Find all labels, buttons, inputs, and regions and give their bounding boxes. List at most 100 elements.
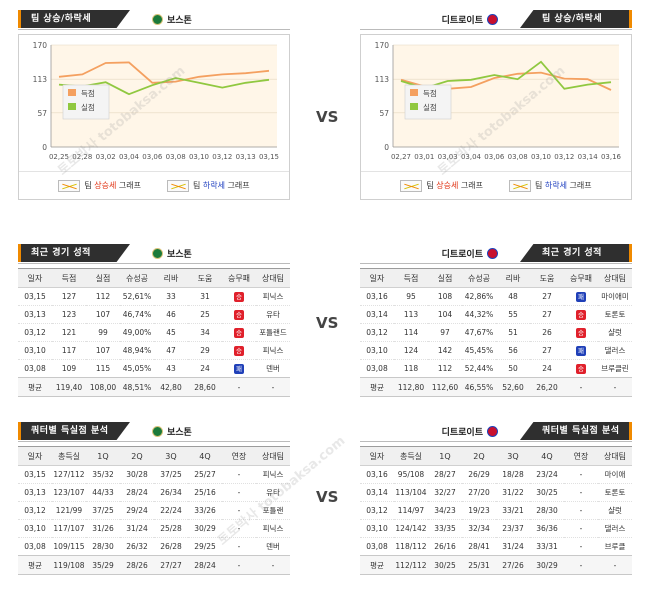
- opponent-cell[interactable]: 피닉스: [256, 465, 290, 484]
- opponent-cell[interactable]: 샬럿: [598, 323, 632, 342]
- opponent-cell[interactable]: 유타: [256, 483, 290, 502]
- table-cell: 03,08: [18, 359, 52, 378]
- average-cell: 42,80: [154, 377, 188, 397]
- right-recent-section: 최근 경기 성적 디트로이트 일자 득점 실점 슈성공 리바 도움 승무패 상대팀 03,16 9…: [360, 242, 632, 397]
- table-cell: 승: [222, 287, 256, 306]
- right-trend-header: 팀 상승/하락세 디트로이트: [360, 8, 632, 30]
- legend-swatch: [68, 103, 76, 110]
- trend-graph-icon: [400, 179, 423, 192]
- table-cell: 121/99: [52, 501, 86, 520]
- table-cell: 118: [394, 359, 428, 378]
- table-cell: 95/108: [394, 465, 428, 484]
- opponent-cell[interactable]: 덴버: [256, 359, 290, 378]
- table-cell: 29/25: [188, 537, 222, 556]
- legend-label: 득점: [81, 88, 95, 98]
- column-header: 승무패: [222, 268, 256, 288]
- series-line-allowed: [58, 77, 270, 96]
- table-cell: 124: [394, 341, 428, 360]
- average-cell: 평균: [18, 555, 52, 575]
- legend-label: 실점: [81, 102, 95, 112]
- left-legend-down[interactable]: 팀 하락세 그래프: [167, 179, 250, 192]
- table-cell: 31/26: [86, 519, 120, 538]
- right-team-label: 디트로이트: [442, 247, 498, 260]
- x-tick-label: 03,06: [484, 153, 505, 161]
- table-cell: 26: [530, 323, 564, 342]
- result-badge: 패: [576, 291, 586, 302]
- table-cell: 99: [86, 323, 120, 342]
- table-cell: 35/32: [86, 465, 120, 484]
- x-tick-label: 03,13: [236, 153, 256, 161]
- table-cell: 30/28: [120, 465, 154, 484]
- opponent-cell[interactable]: 브루클린: [598, 359, 632, 378]
- legend-swatch: [410, 89, 418, 96]
- x-tick-label: 03,02: [96, 153, 116, 161]
- result-badge: 승: [576, 327, 586, 338]
- right-trend-tab: 팀 상승/하락세: [520, 10, 632, 28]
- table-cell: 03,10: [18, 341, 52, 360]
- result-badge: 승: [234, 345, 244, 356]
- x-tick-label: 03,01: [414, 153, 434, 161]
- column-header: 2Q: [120, 446, 154, 466]
- table-row: 03,14 113 104 44,32% 55 27 승 토론토: [360, 305, 632, 324]
- left-legend-up[interactable]: 팀 상승세 그래프: [58, 179, 141, 192]
- table-header-row: 일자 득점 실점 슈성공 리바 도움 승무패 상대팀: [18, 268, 290, 288]
- table-row: 03,16 95 108 42,86% 48 27 패 마이애미: [360, 287, 632, 306]
- opponent-cell[interactable]: 피닉스: [256, 341, 290, 360]
- table-cell: 52,44%: [462, 359, 496, 378]
- table-row: 03,10 124 142 45,45% 56 27 패 댈러스: [360, 341, 632, 360]
- table-cell: -: [222, 537, 256, 556]
- average-row: 평균 119/108 35/29 28/26 27/27 28/24- -: [18, 555, 290, 575]
- opponent-cell[interactable]: 포틀랜: [256, 501, 290, 520]
- y-tick-label: 57: [37, 109, 47, 118]
- opponent-cell[interactable]: 토론토: [598, 483, 632, 502]
- column-header: 4Q: [530, 446, 564, 466]
- x-tick-label: 03,10: [531, 153, 551, 161]
- table-cell: -: [222, 465, 256, 484]
- x-tick-label: 03,06: [142, 153, 163, 161]
- table-cell: 34: [188, 323, 222, 342]
- opponent-cell[interactable]: 브루클: [598, 537, 632, 556]
- table-cell: 117: [52, 341, 86, 360]
- table-cell: -: [564, 537, 598, 556]
- opponent-cell[interactable]: 덴버: [256, 537, 290, 556]
- column-header: 도움: [530, 268, 564, 288]
- table-cell: 109: [52, 359, 86, 378]
- opponent-cell[interactable]: 피닉스: [256, 287, 290, 306]
- column-header: 1Q: [428, 446, 462, 466]
- opponent-cell[interactable]: 피닉스: [256, 519, 290, 538]
- average-row: 평균 119,40 108,00 48,51% 42,80 28,60- -: [18, 377, 290, 397]
- table-cell: 26/16: [428, 537, 462, 556]
- average-cell: -: [256, 555, 290, 575]
- table-header-row: 일자 득점 실점 슈성공 리바 도움 승무패 상대팀: [360, 268, 632, 288]
- table-cell: 31/22: [496, 483, 530, 502]
- table-row: 03,10 124/142 33/35 32/34 23/37 36/36- 댈러스: [360, 519, 632, 538]
- table-cell: -: [564, 519, 598, 538]
- table-cell: 50: [496, 359, 530, 378]
- right-team-name: 디트로이트: [441, 16, 483, 26]
- opponent-cell[interactable]: 마이애: [598, 465, 632, 484]
- table-cell: 121: [52, 323, 86, 342]
- right-team-label: 디트로이트: [442, 425, 498, 438]
- column-header: 상대팀: [598, 268, 632, 288]
- opponent-cell[interactable]: 포틀랜드: [256, 323, 290, 342]
- table-cell: 23/37: [496, 519, 530, 538]
- table-cell: 28/41: [462, 537, 496, 556]
- legend-down-keyword: 하락세: [202, 181, 225, 190]
- opponent-cell[interactable]: 댈러스: [598, 519, 632, 538]
- opponent-cell[interactable]: 댈러스: [598, 341, 632, 360]
- opponent-cell[interactable]: 유타: [256, 305, 290, 324]
- table-cell: 03,14: [360, 305, 394, 324]
- right-legend-up[interactable]: 팀 상승세 그래프: [400, 179, 483, 192]
- opponent-cell[interactable]: 마이애미: [598, 287, 632, 306]
- x-tick-label: 03,15: [259, 153, 279, 161]
- column-header: 4Q: [188, 446, 222, 466]
- table-cell: 107: [86, 305, 120, 324]
- table-cell: 승: [222, 323, 256, 342]
- left-team-label: 보스톤: [152, 13, 192, 26]
- table-cell: 33/35: [428, 519, 462, 538]
- right-legend-down[interactable]: 팀 하락세 그래프: [509, 179, 592, 192]
- opponent-cell[interactable]: 토론토: [598, 305, 632, 324]
- table-cell: 123/107: [52, 483, 86, 502]
- opponent-cell[interactable]: 샬럿: [598, 501, 632, 520]
